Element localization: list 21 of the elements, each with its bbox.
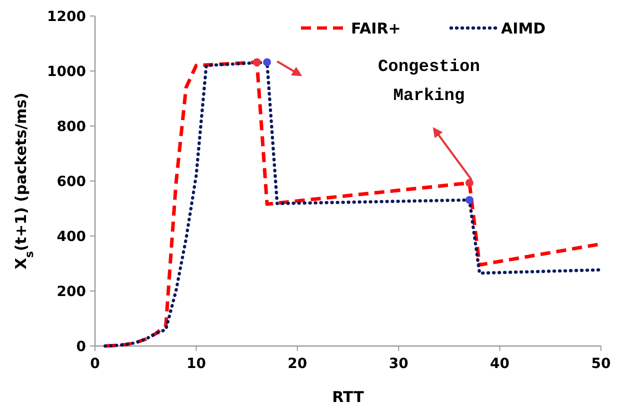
legend-label: FAIR+ [351, 19, 401, 38]
x-tick-label: 20 [288, 356, 308, 372]
x-tick-label: 40 [490, 356, 510, 372]
point [465, 178, 474, 187]
x-tick-label: 0 [90, 356, 100, 372]
annotation: Congestion Marking [378, 58, 480, 106]
x-tick-label: 50 [591, 356, 611, 372]
x-tick-label: 30 [388, 356, 409, 372]
y-tick-label: 800 [56, 118, 86, 135]
y-tick-label: 1200 [47, 8, 86, 25]
point [465, 196, 474, 204]
y-tick-label: 200 [56, 284, 86, 300]
y-tick-label: 1000 [47, 64, 86, 80]
legend-label: AIMD [501, 19, 546, 38]
y-tick-label: 400 [56, 228, 86, 245]
point [263, 58, 272, 66]
x-tick-label: 10 [186, 356, 206, 372]
point [252, 58, 261, 66]
y-tick-label: 600 [56, 174, 86, 190]
y-tick-label: 0 [76, 338, 86, 355]
x-axis-title: RTT [332, 388, 365, 406]
